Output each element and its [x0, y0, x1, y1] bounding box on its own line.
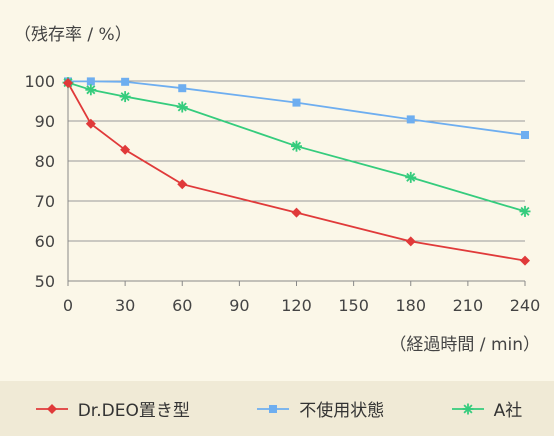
legend-label: A社	[493, 401, 523, 421]
data-point	[291, 140, 302, 152]
x-tick-label: 150	[338, 296, 369, 315]
data-point	[406, 115, 415, 124]
x-tick-label: 30	[115, 296, 135, 315]
legend-item: A社	[448, 396, 523, 421]
series-line	[68, 80, 526, 136]
legend-swatch	[451, 403, 484, 414]
data-point	[63, 78, 73, 88]
data-point	[405, 171, 417, 183]
data-point	[521, 131, 529, 139]
legend-swatch	[35, 403, 68, 414]
data-point	[292, 98, 301, 107]
data-point	[86, 77, 95, 86]
line-chart: 50 60 70 80 90 100 0 30 60 90 120 150 180 210 240	[24, 72, 541, 315]
data-point	[176, 101, 188, 113]
data-point	[85, 84, 97, 96]
data-point	[291, 207, 302, 218]
data-point	[405, 236, 416, 247]
legend-item: 不使用状態	[253, 396, 384, 421]
y-tick-label: 70	[35, 192, 55, 211]
data-point	[119, 91, 131, 103]
x-tick-label: 120	[281, 296, 312, 315]
x-tick-label: 210	[453, 296, 484, 315]
data-point	[178, 84, 187, 93]
data-point	[519, 205, 531, 217]
x-axis-label: （経過時間 / min）	[389, 335, 540, 355]
data-point	[177, 179, 188, 190]
legend: Dr.DEO置き型 不使用状態 A社	[0, 381, 554, 436]
legend-label: 不使用状態	[299, 401, 385, 421]
series-line	[67, 82, 526, 262]
x-tick-label: 90	[229, 296, 249, 315]
data-point	[85, 118, 96, 129]
data-point	[520, 255, 530, 266]
data-point	[121, 77, 130, 86]
y-tick-label: 60	[35, 232, 55, 251]
x-tick-label: 240	[510, 296, 541, 315]
y-tick-label: 100	[24, 72, 55, 91]
y-tick-label: 80	[35, 152, 55, 171]
x-tick-label: 180	[395, 296, 426, 315]
y-tick-label: 90	[35, 112, 55, 131]
legend-label: Dr.DEO置き型	[77, 401, 190, 421]
x-tick-label: 0	[63, 296, 73, 315]
y-tick-label: 50	[35, 272, 55, 291]
data-point	[120, 144, 131, 155]
x-tick-label: 60	[172, 296, 192, 315]
legend-swatch	[257, 404, 290, 413]
legend-item: Dr.DEO置き型	[32, 396, 190, 421]
y-axis-label: （残存率 / %）	[14, 25, 132, 45]
